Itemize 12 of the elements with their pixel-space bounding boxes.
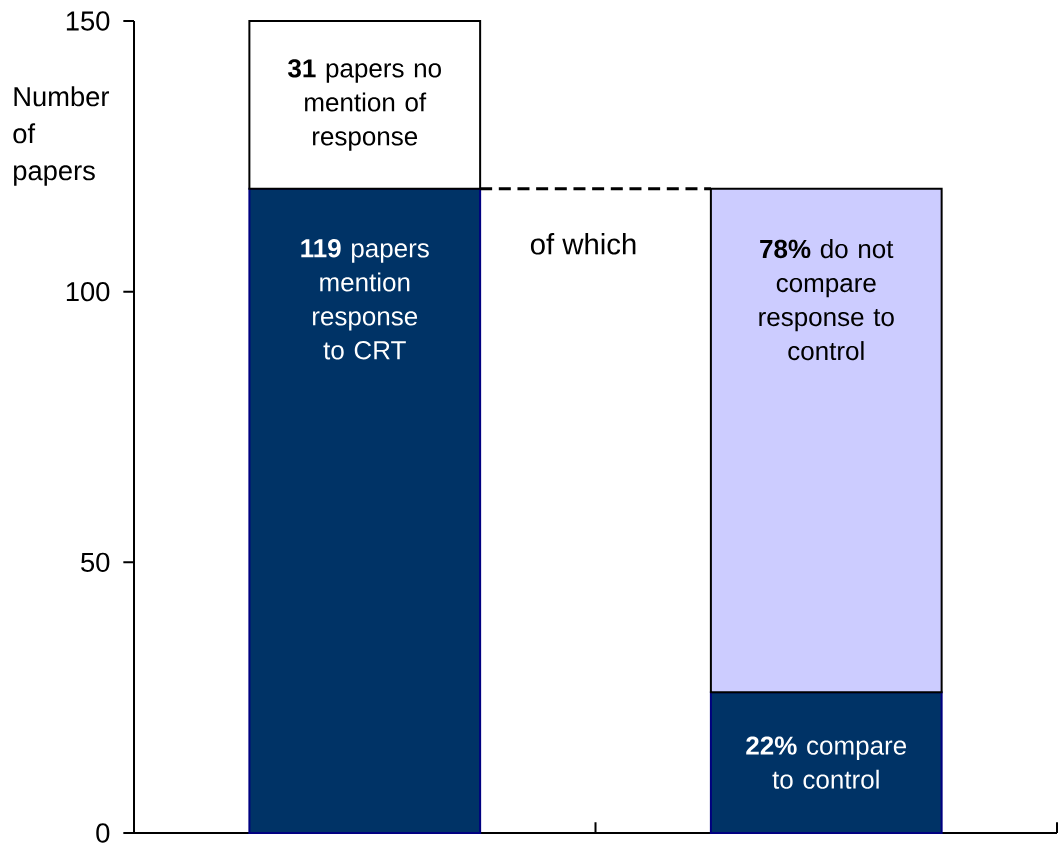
y-tick-label: 150 <box>66 11 110 31</box>
bar <box>709 691 943 834</box>
ref-line-label: of which <box>530 233 636 255</box>
y-tick-label: 100 <box>66 281 110 302</box>
y-axis-title: Number of papers <box>13 86 110 186</box>
y-tick-label: 50 <box>81 552 110 573</box>
data-label: 31 papers no mention of response <box>288 59 441 151</box>
annotation: 22% compare to control <box>746 736 907 789</box>
annotation: 78% do not compare response to control <box>759 239 894 361</box>
y-tick-label: 0 <box>96 823 110 843</box>
data-label: 119 papers mention response to CRT <box>301 239 429 360</box>
bar <box>248 187 482 834</box>
